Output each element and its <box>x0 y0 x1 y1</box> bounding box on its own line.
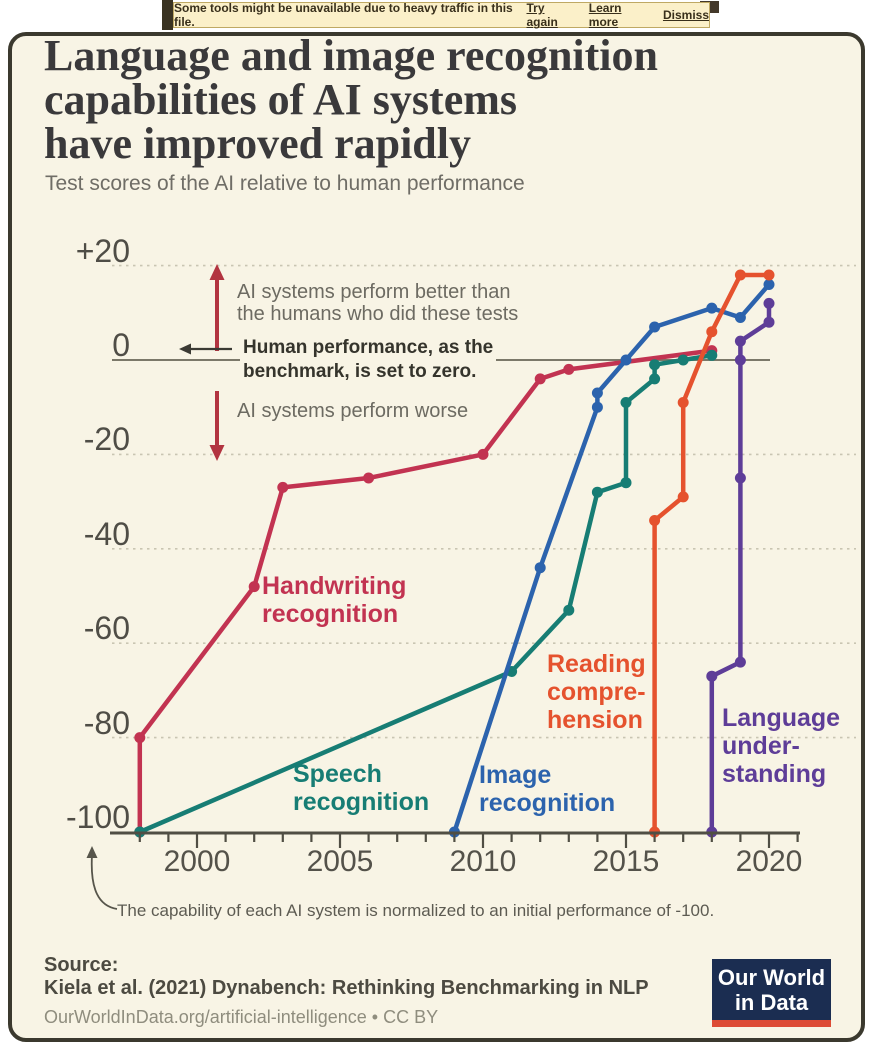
series-label-language-understanding: Language under- standing <box>722 704 841 788</box>
learn-more-link[interactable]: Learn more <box>588 1 622 29</box>
try-again-link[interactable]: Try again <box>526 1 558 29</box>
chart-title: Language and image recognition capabilit… <box>44 31 659 168</box>
y-tick-label: -40 <box>83 516 130 552</box>
x-tick-label: 2000 <box>163 845 231 878</box>
chart-subtitle: Test scores of the AI relative to human … <box>45 172 525 195</box>
y-tick-label: 0 <box>112 327 130 363</box>
series-label-speech-recognition: Speech recognition <box>293 760 430 816</box>
series-label-image-recognition: Image recognition <box>479 761 616 817</box>
banner-message: Some tools might be unavailable due to h… <box>174 1 513 29</box>
ui-artifact-left <box>162 0 173 30</box>
y-tick-label: -20 <box>83 421 130 457</box>
y-tick-label: -60 <box>83 610 130 646</box>
annotation-worse: AI systems perform worse <box>237 400 469 422</box>
license-text: OurWorldInData.org/artificial-intelligen… <box>44 1007 439 1027</box>
x-tick-label: 2015 <box>592 845 660 878</box>
x-tick-label: 2020 <box>735 845 803 878</box>
owid-logo-box: Our World in Data <box>712 959 831 1020</box>
y-tick-label: +20 <box>75 233 130 269</box>
y-tick-label: -80 <box>83 705 130 741</box>
series-label-handwriting-recognition: Handwriting recognition <box>262 572 407 628</box>
y-tick-label: -100 <box>65 799 130 835</box>
dismiss-link[interactable]: Dismiss <box>662 8 709 22</box>
x-tick-label: 2010 <box>449 845 517 878</box>
series-label-reading-comprehension: Reading compre- hension <box>547 650 646 734</box>
owid-logo-accent-bar <box>712 1020 831 1027</box>
annotation-note: The capability of each AI system is norm… <box>117 901 715 920</box>
source-citation: Kiela et al. (2021) Dynabench: Rethinkin… <box>44 977 649 999</box>
source-label: Source: <box>44 954 119 976</box>
owid-logo-line2: in Data <box>734 989 809 1015</box>
annotation-better: AI systems perform better than the human… <box>237 281 519 325</box>
x-tick-label: 2005 <box>306 845 374 878</box>
owid-logo-line1: Our World <box>717 964 826 990</box>
traffic-warning-banner: Some tools might be unavailable due to h… <box>173 1 710 29</box>
annotation-human-benchmark: Human performance, as the benchmark, is … <box>240 336 497 384</box>
owid-logo: Our World in Data <box>712 959 831 1027</box>
